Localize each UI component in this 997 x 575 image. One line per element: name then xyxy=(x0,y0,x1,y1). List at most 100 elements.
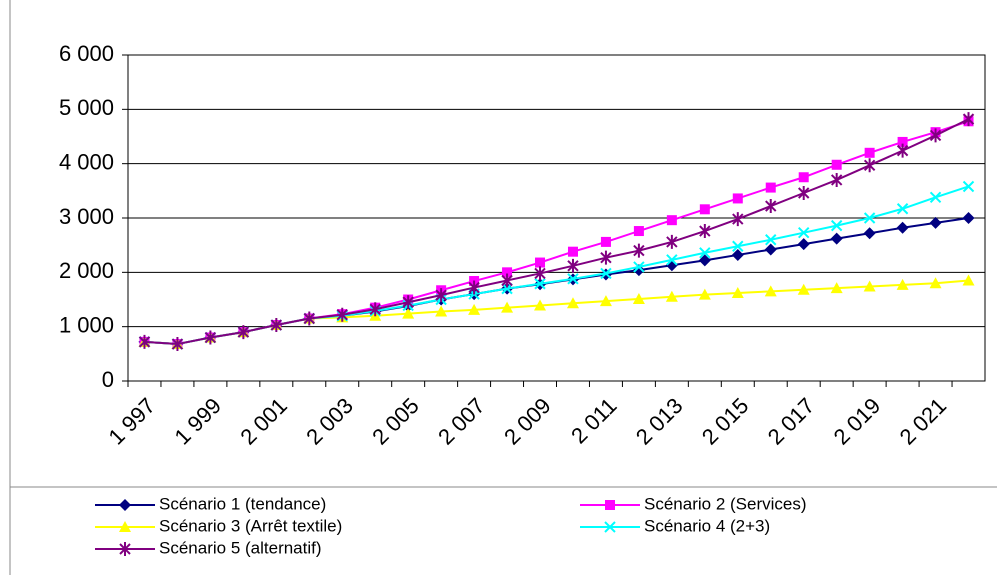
marker xyxy=(534,266,546,281)
marker xyxy=(402,307,415,319)
marker xyxy=(600,236,611,247)
x-tick-label: 2 017 xyxy=(763,393,820,450)
legend-label: Scénario 4 (2+3) xyxy=(644,516,770,535)
series-line xyxy=(144,120,969,346)
marker xyxy=(666,234,678,249)
series-line xyxy=(144,279,969,346)
marker xyxy=(830,172,843,187)
x-tick-label: 1 997 xyxy=(104,393,161,450)
marker xyxy=(929,191,942,204)
marker xyxy=(535,257,546,268)
marker xyxy=(896,143,909,158)
legend-label: Scénario 5 (alternatif) xyxy=(159,538,322,557)
marker xyxy=(764,285,777,297)
marker xyxy=(119,542,131,556)
marker xyxy=(633,261,645,273)
marker xyxy=(534,299,547,311)
marker xyxy=(798,172,809,183)
legend-item: Scénario 2 (Services) xyxy=(580,494,807,513)
marker xyxy=(698,254,711,267)
marker xyxy=(798,226,810,239)
marker xyxy=(402,295,414,310)
marker xyxy=(798,186,810,201)
marker xyxy=(962,212,975,224)
legend-item: Scénario 1 (tendance) xyxy=(95,494,326,513)
marker xyxy=(732,212,744,227)
marker xyxy=(604,521,616,533)
marker xyxy=(732,240,744,252)
x-tick-label: 2 009 xyxy=(499,393,556,450)
marker xyxy=(731,248,744,261)
marker xyxy=(962,180,975,193)
marker xyxy=(896,221,909,234)
marker xyxy=(929,128,942,143)
y-tick-label: 2 000 xyxy=(59,258,114,283)
marker xyxy=(567,246,578,257)
legend-item: Scénario 4 (2+3) xyxy=(580,516,770,535)
marker xyxy=(605,500,615,510)
marker xyxy=(797,283,810,295)
x-tick-label: 2 007 xyxy=(433,393,490,450)
marker xyxy=(896,278,909,290)
marker xyxy=(566,297,579,309)
x-tick-label: 2 003 xyxy=(301,393,358,450)
marker xyxy=(468,280,480,295)
legend-item: Scénario 3 (Arrêt textile) xyxy=(95,516,342,535)
marker xyxy=(534,278,546,290)
marker xyxy=(119,499,131,511)
marker xyxy=(765,234,777,246)
y-tick-label: 4 000 xyxy=(59,149,114,174)
marker xyxy=(830,219,843,232)
marker xyxy=(501,282,513,295)
marker xyxy=(863,212,876,224)
marker xyxy=(369,302,381,317)
marker xyxy=(731,286,744,298)
marker xyxy=(962,274,975,286)
marker xyxy=(599,295,612,307)
marker xyxy=(138,334,151,349)
marker xyxy=(896,203,909,215)
legend-label: Scénario 1 (tendance) xyxy=(159,494,326,513)
marker xyxy=(698,288,711,300)
marker xyxy=(501,301,514,313)
marker xyxy=(600,267,612,280)
marker xyxy=(171,337,184,352)
marker xyxy=(699,224,711,239)
marker xyxy=(435,288,447,303)
marker xyxy=(468,303,481,315)
marker xyxy=(303,311,315,326)
marker xyxy=(831,159,842,170)
marker xyxy=(567,258,579,273)
marker xyxy=(929,216,942,229)
marker xyxy=(119,521,131,532)
x-tick-label: 2 001 xyxy=(235,393,292,450)
marker xyxy=(501,273,513,288)
marker xyxy=(632,292,645,304)
legend-label: Scénario 3 (Arrêt textile) xyxy=(159,516,342,535)
marker xyxy=(665,290,678,302)
y-tick-label: 3 000 xyxy=(59,204,114,229)
marker xyxy=(863,158,876,173)
marker xyxy=(764,243,777,256)
legend-item: Scénario 5 (alternatif) xyxy=(95,538,322,557)
x-tick-label: 1 999 xyxy=(169,393,226,450)
marker xyxy=(863,227,876,240)
series-line xyxy=(144,185,969,346)
marker xyxy=(237,325,250,340)
marker xyxy=(666,215,677,226)
marker xyxy=(830,282,843,294)
marker xyxy=(567,273,579,285)
series-line xyxy=(144,118,969,346)
marker xyxy=(633,226,644,237)
x-tick-label: 2 015 xyxy=(697,393,754,450)
legend-label: Scénario 2 (Services) xyxy=(644,494,807,513)
marker xyxy=(336,307,348,322)
y-tick-label: 0 xyxy=(102,367,114,392)
x-tick-label: 2 021 xyxy=(895,393,952,450)
x-tick-label: 2 005 xyxy=(367,393,424,450)
marker xyxy=(962,112,975,127)
marker xyxy=(600,250,612,265)
marker xyxy=(830,232,843,245)
x-tick-label: 2 019 xyxy=(829,393,886,450)
